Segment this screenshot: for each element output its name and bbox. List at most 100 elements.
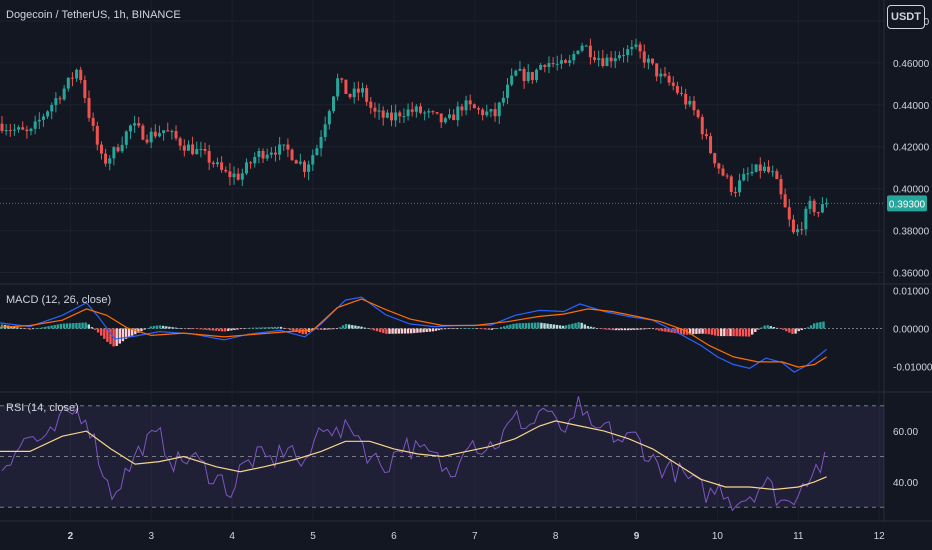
candle (224, 169, 228, 172)
candle (327, 111, 331, 125)
candle (302, 161, 306, 172)
macd-histogram-bar (199, 328, 202, 330)
candle (530, 72, 534, 80)
candle (812, 200, 816, 213)
macd-histogram-bar (667, 328, 670, 333)
macd-histogram-bar (267, 327, 270, 329)
candle (638, 44, 642, 52)
candle (477, 108, 481, 110)
macd-histogram-bar (335, 328, 338, 330)
candle (215, 162, 219, 165)
macd-histogram-bar (323, 328, 326, 330)
macd-histogram-bar (571, 323, 574, 329)
macd-histogram-bar (642, 328, 645, 330)
rsi-indicator-label[interactable]: RSI (14, close) (6, 402, 79, 414)
candle (506, 84, 510, 98)
last-price-badge (887, 195, 927, 212)
macd-histogram-bar (177, 328, 180, 329)
macd-histogram-bar (245, 328, 249, 329)
candle (485, 111, 489, 116)
candle (762, 166, 766, 171)
price-axis-label: 0.36000 (893, 269, 930, 280)
candle (261, 150, 265, 159)
candle (232, 173, 236, 178)
candle (286, 144, 290, 150)
macd-histogram-bar (295, 328, 298, 333)
candle (783, 194, 787, 208)
macd-histogram-bar (379, 328, 382, 333)
currency-button[interactable]: USDT (887, 5, 925, 29)
macd-histogram-bar (69, 323, 72, 329)
macd-histogram-bar (90, 327, 94, 329)
macd-histogram-bar (633, 328, 636, 330)
rsi-axis-label: 40.00 (893, 478, 918, 489)
candle (108, 158, 112, 164)
candle (721, 168, 725, 176)
candle (79, 69, 83, 81)
candle (709, 136, 713, 154)
time-axis-label: 2 (68, 531, 74, 542)
macd-histogram-bar (270, 327, 273, 329)
macd-histogram-bar (332, 328, 335, 330)
candle (642, 51, 646, 63)
macd-histogram-bar (264, 327, 267, 329)
macd-indicator-label[interactable]: MACD (12, 26, close) (6, 294, 112, 306)
macd-histogram-bar (84, 322, 87, 329)
macd-histogram-bar (53, 325, 56, 329)
candle (572, 53, 576, 61)
macd-histogram-bar (100, 328, 103, 336)
candle (564, 60, 568, 63)
macd-histogram-bar (602, 328, 605, 330)
macd-histogram-bar (230, 328, 233, 331)
candle (153, 131, 157, 137)
macd-histogram-bar (661, 328, 664, 332)
macd-histogram-bar (611, 328, 614, 331)
candle (33, 121, 37, 129)
candle (182, 145, 186, 151)
candle (236, 173, 240, 180)
candle (787, 207, 791, 220)
macd-histogram-bar (149, 326, 152, 329)
macd-histogram-bar (658, 328, 661, 331)
macd-histogram-bar (710, 328, 714, 335)
candle (50, 105, 54, 112)
macd-histogram-bar (320, 328, 323, 330)
candle (729, 176, 733, 192)
candle (244, 162, 248, 174)
candle (497, 102, 501, 117)
candle (613, 58, 617, 62)
macd-histogram-bar (819, 322, 822, 329)
macd-histogram-bar (478, 328, 481, 330)
candle (389, 112, 393, 121)
macd-histogram-bar (286, 328, 289, 330)
macd-histogram-bar (530, 322, 534, 329)
macd-histogram-bar (754, 328, 757, 332)
candle (331, 96, 335, 112)
macd-histogram-bar (208, 328, 211, 331)
candle (539, 64, 543, 70)
macd-histogram-bar (747, 328, 751, 337)
candle (385, 112, 389, 118)
macd-histogram-bar (822, 321, 825, 329)
macd-histogram-bar (682, 328, 686, 335)
macd-histogram-bar (620, 328, 624, 331)
candle (526, 72, 530, 81)
macd-axis-label: 0.00000 (893, 325, 930, 336)
candle (481, 109, 485, 116)
candle (448, 114, 452, 119)
candle (323, 124, 327, 137)
macd-histogram-bar (422, 328, 425, 333)
macd-histogram-bar (701, 328, 704, 334)
candle (46, 111, 50, 117)
macd-histogram-bar (282, 327, 286, 329)
candle (253, 156, 257, 164)
macd-histogram-bar (338, 327, 342, 329)
macd-histogram-bar (561, 325, 565, 329)
candle (514, 70, 518, 76)
macd-histogram-bar (242, 328, 245, 330)
macd-histogram-bar (775, 327, 779, 329)
macd-histogram-bar (329, 328, 332, 330)
candle (634, 44, 638, 47)
